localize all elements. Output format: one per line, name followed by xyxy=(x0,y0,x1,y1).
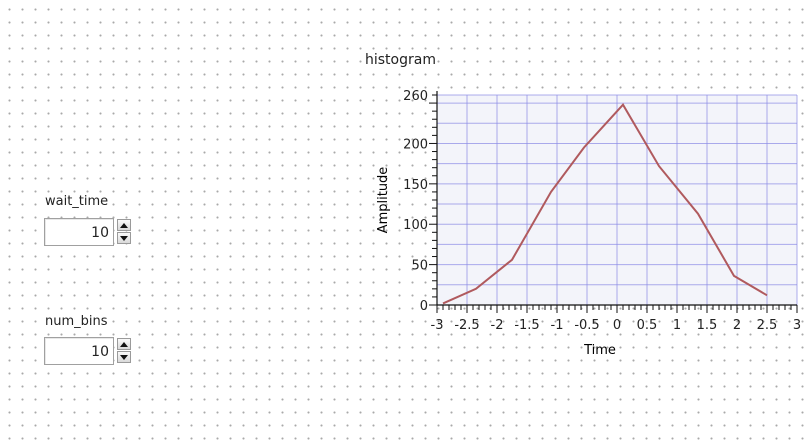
x-axis-label: Time xyxy=(583,343,616,358)
y-tick-label: 50 xyxy=(411,259,428,274)
num-bins-spinner xyxy=(117,338,131,363)
x-tick-label: 2 xyxy=(733,318,741,333)
y-tick-label: 200 xyxy=(403,137,428,152)
plot-axes xyxy=(436,91,797,306)
minor-ticks xyxy=(429,94,798,313)
y-tick-label: 0 xyxy=(420,299,428,314)
arrow-down-icon xyxy=(120,354,128,360)
wait-time-input[interactable]: 10 xyxy=(44,218,114,246)
arrow-down-icon xyxy=(120,235,128,241)
num-bins-control: 10 xyxy=(44,337,131,365)
graph-title: histogram xyxy=(364,52,437,68)
num-bins-label: num_bins xyxy=(44,314,109,329)
x-tick-label: 0 xyxy=(613,318,621,333)
wait-time-control: 10 xyxy=(44,218,131,246)
x-tick-label: 1.5 xyxy=(697,318,718,333)
y-tick-label: 150 xyxy=(403,178,428,193)
x-tick-label: -1 xyxy=(551,318,564,333)
x-tick-label: -0.5 xyxy=(574,318,599,333)
x-tick-label: 0.5 xyxy=(637,318,658,333)
arrow-up-icon xyxy=(120,341,128,347)
x-tick-label: -3 xyxy=(431,318,444,333)
x-tick-label: -1.5 xyxy=(514,318,539,333)
wait-time-spinner xyxy=(117,219,131,244)
histogram-graph[interactable]: 0 50 100 150 200 260 -3 -2.5 -2 -1.5 -1 -0.5 0 0.5 1 1… xyxy=(360,78,810,368)
wait-time-label: wait_time xyxy=(44,194,110,209)
arrow-up-icon xyxy=(120,222,128,228)
x-axis-tick-labels: -3 -2.5 -2 -1.5 -1 -0.5 0 0.5 1 1.5 2 2.5 3 xyxy=(431,318,802,333)
wait-time-decrement-button[interactable] xyxy=(117,232,131,244)
x-tick-label: 2.5 xyxy=(757,318,778,333)
num-bins-decrement-button[interactable] xyxy=(117,351,131,363)
x-tick-label: 1 xyxy=(673,318,681,333)
x-tick-label: -2 xyxy=(491,318,504,333)
x-tick-label: -2.5 xyxy=(454,318,479,333)
y-tick-label: 100 xyxy=(403,218,428,233)
y-axis-label: Amplitude xyxy=(376,167,391,234)
x-tick-label: 3 xyxy=(793,318,801,333)
plot-grid xyxy=(436,94,798,306)
y-axis-tick-labels: 0 50 100 150 200 260 xyxy=(403,89,428,314)
series-line xyxy=(442,103,768,305)
wait-time-increment-button[interactable] xyxy=(117,219,131,231)
num-bins-input[interactable]: 10 xyxy=(44,337,114,365)
num-bins-increment-button[interactable] xyxy=(117,338,131,350)
y-tick-label: 260 xyxy=(403,89,428,104)
